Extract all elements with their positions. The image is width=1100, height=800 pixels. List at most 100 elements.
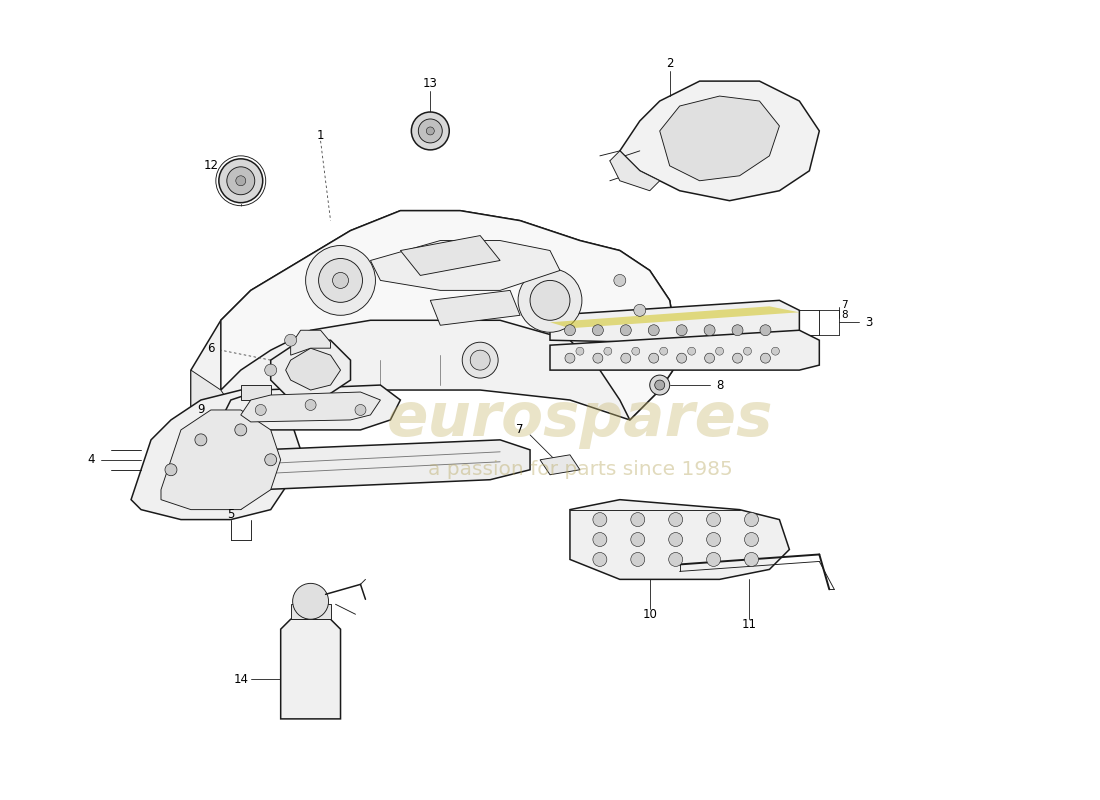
Text: 6: 6: [207, 342, 215, 354]
Circle shape: [265, 364, 277, 376]
Circle shape: [705, 353, 715, 363]
Polygon shape: [540, 455, 580, 474]
Circle shape: [676, 353, 686, 363]
Circle shape: [676, 325, 688, 336]
Circle shape: [234, 424, 246, 436]
Text: 11: 11: [742, 618, 757, 630]
Polygon shape: [430, 290, 520, 326]
Text: 7: 7: [516, 423, 524, 436]
Circle shape: [631, 347, 640, 355]
Polygon shape: [191, 370, 241, 440]
Polygon shape: [221, 210, 680, 420]
Circle shape: [620, 325, 631, 336]
Circle shape: [760, 353, 770, 363]
Circle shape: [669, 533, 683, 546]
Circle shape: [630, 533, 645, 546]
Circle shape: [565, 353, 575, 363]
Circle shape: [630, 553, 645, 566]
Polygon shape: [221, 440, 530, 490]
Circle shape: [427, 127, 434, 135]
Polygon shape: [550, 306, 800, 328]
Polygon shape: [241, 392, 381, 422]
Text: 3: 3: [866, 316, 873, 329]
Circle shape: [620, 353, 630, 363]
Text: a passion for parts since 1985: a passion for parts since 1985: [428, 460, 733, 479]
Polygon shape: [131, 390, 300, 519]
Circle shape: [745, 553, 759, 566]
Circle shape: [706, 533, 721, 546]
Circle shape: [733, 353, 742, 363]
Circle shape: [648, 325, 659, 336]
Circle shape: [564, 325, 575, 336]
Circle shape: [654, 380, 664, 390]
Circle shape: [530, 281, 570, 320]
Circle shape: [669, 553, 683, 566]
Polygon shape: [609, 151, 660, 190]
Polygon shape: [619, 81, 820, 201]
Circle shape: [293, 583, 329, 619]
Polygon shape: [221, 385, 400, 430]
Polygon shape: [550, 330, 820, 370]
Text: 12: 12: [204, 159, 219, 172]
Circle shape: [593, 353, 603, 363]
Circle shape: [716, 347, 724, 355]
Circle shape: [593, 533, 607, 546]
Polygon shape: [280, 619, 341, 719]
Circle shape: [319, 258, 363, 302]
Polygon shape: [660, 96, 780, 181]
Circle shape: [227, 167, 255, 194]
Polygon shape: [570, 500, 790, 579]
Text: 2: 2: [666, 57, 673, 70]
Polygon shape: [371, 241, 560, 290]
Text: 1: 1: [317, 130, 324, 142]
Circle shape: [593, 513, 607, 526]
Text: 5: 5: [227, 508, 234, 521]
Circle shape: [604, 347, 612, 355]
Circle shape: [688, 347, 695, 355]
Polygon shape: [241, 385, 271, 400]
Polygon shape: [400, 235, 500, 275]
Circle shape: [355, 405, 366, 415]
Circle shape: [235, 176, 245, 186]
Polygon shape: [271, 340, 351, 400]
Circle shape: [650, 375, 670, 395]
Text: eurospares: eurospares: [387, 390, 773, 450]
Circle shape: [470, 350, 491, 370]
Circle shape: [265, 454, 277, 466]
Circle shape: [411, 112, 449, 150]
Circle shape: [306, 246, 375, 315]
Circle shape: [732, 325, 742, 336]
Circle shape: [745, 513, 759, 526]
Text: 7: 7: [840, 300, 848, 310]
Circle shape: [630, 513, 645, 526]
Circle shape: [706, 513, 721, 526]
Circle shape: [614, 274, 626, 286]
Circle shape: [593, 553, 607, 566]
Circle shape: [649, 353, 659, 363]
Circle shape: [195, 434, 207, 446]
Circle shape: [518, 269, 582, 332]
Polygon shape: [286, 348, 341, 390]
Text: 10: 10: [642, 608, 657, 621]
Polygon shape: [161, 410, 280, 510]
Circle shape: [771, 347, 780, 355]
Polygon shape: [550, 300, 800, 345]
Polygon shape: [290, 604, 331, 619]
Text: 9: 9: [197, 403, 205, 417]
Circle shape: [593, 325, 604, 336]
Circle shape: [634, 304, 646, 316]
Polygon shape: [191, 210, 680, 440]
Circle shape: [576, 347, 584, 355]
Text: 14: 14: [233, 673, 249, 686]
Text: 13: 13: [422, 77, 438, 90]
Circle shape: [285, 334, 297, 346]
Circle shape: [418, 119, 442, 143]
Circle shape: [706, 553, 721, 566]
Circle shape: [462, 342, 498, 378]
Circle shape: [332, 273, 349, 288]
Circle shape: [745, 533, 759, 546]
Circle shape: [255, 405, 266, 415]
Circle shape: [760, 325, 771, 336]
Circle shape: [660, 347, 668, 355]
Text: 4: 4: [87, 454, 95, 466]
